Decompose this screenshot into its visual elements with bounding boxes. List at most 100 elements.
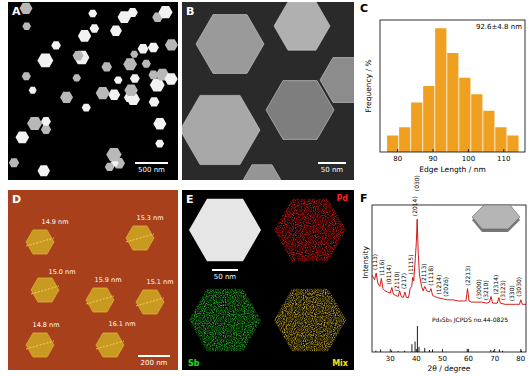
particle [127,8,137,17]
channel-label: Mix [332,359,349,368]
particle [106,148,121,161]
element-map [274,199,346,261]
tick [433,149,434,152]
tick-label: 40 [412,355,421,363]
peak-label: (1214) [435,275,442,295]
tick [442,349,443,352]
reference-line [424,348,425,352]
bar [411,103,422,153]
scale-label: 50 nm [321,166,344,174]
nanosheet [266,81,334,140]
scale-label: 500 nm [138,166,165,174]
channel-label: Pd [336,194,348,203]
tick-label: 70 [490,355,499,363]
profile-line [26,341,54,349]
panel-letter: D [12,193,21,206]
particle [142,60,151,68]
nanosheet [86,288,114,312]
tick [416,349,417,352]
nanosheet [242,165,282,180]
particle [9,158,19,167]
scale-bar [138,355,170,357]
particle [22,22,31,30]
height-label: 14.9 nm [42,218,69,226]
panel-letter: F [360,192,368,205]
profile-line [26,238,54,246]
nanosheet [274,2,330,50]
tick [468,149,469,152]
profile-line [86,296,114,304]
nanosheet [26,333,54,357]
peak-label: (2026) [442,277,449,297]
particle [130,51,138,58]
bar [399,127,410,152]
bar [495,127,506,152]
tick-label: 100 [462,155,475,163]
inset-sheet [472,205,520,232]
particle [90,24,100,32]
particle [29,87,37,94]
profile-line [96,341,124,349]
reference-line [417,326,418,352]
peak-label: (1115) [407,254,414,274]
height-label: 14.8 nm [33,321,60,329]
frame [372,205,526,352]
tick [503,149,504,152]
particle [82,104,91,112]
peak-label: (2110) [393,271,400,291]
tick-label: 60 [464,355,473,363]
tick-label: 80 [393,155,402,163]
reference-line [467,349,468,352]
peak-label: (3210) [482,280,489,300]
particle [60,92,73,103]
tick [397,149,398,152]
height-label: 15.1 nm [147,278,174,286]
height-label: 15.0 nm [49,268,76,276]
particle [123,58,137,70]
figure: 500 nmA50 nmB8090100110Edge Length / nmF… [0,0,532,376]
panel-a: 500 nm A [8,2,178,180]
sheet-top [472,205,520,229]
particle [101,62,112,71]
element-map [189,199,261,261]
scale-bar [212,269,238,271]
particle [159,6,173,18]
particle [38,165,51,176]
axis-title: Frequency / % [364,59,373,112]
peak-label: (0114) [385,265,392,285]
bar [471,94,482,152]
particle [108,90,120,100]
axis-title: Intensity [361,246,370,279]
profile-line [136,298,164,306]
reference-label: Pd₈Sb₃ JCPDS no.44-0825 [432,316,508,324]
bar [447,53,458,152]
element-map [189,289,261,351]
scale-label: 200 nm [141,359,168,367]
annotation: 92.6±4.8 nm [476,23,522,31]
reference-line [411,344,412,352]
particle [41,125,51,134]
particle [153,118,166,129]
peak-label: (3123) [499,280,506,300]
particle [114,76,123,83]
tick-label: 80 [516,355,525,363]
sem-image [8,2,178,180]
bar [507,136,518,153]
panel-letter: E [186,193,194,206]
peak-label: (030) [413,175,420,191]
panel-letter: A [12,5,21,18]
axis-title: Edge Length / nm [419,165,485,174]
nanosheet [96,333,124,357]
panel-b: 50 nmB [180,2,372,200]
bar [435,28,446,152]
bar [423,86,434,152]
peak-label: (113) [371,254,378,270]
scale-bar [318,162,346,164]
frame [380,20,525,152]
particle [96,87,110,99]
particle [37,54,53,68]
particle [105,163,115,171]
height-label: 15.3 nm [137,214,164,222]
peak-label: (2314) [492,275,499,295]
reference-line [418,347,419,352]
